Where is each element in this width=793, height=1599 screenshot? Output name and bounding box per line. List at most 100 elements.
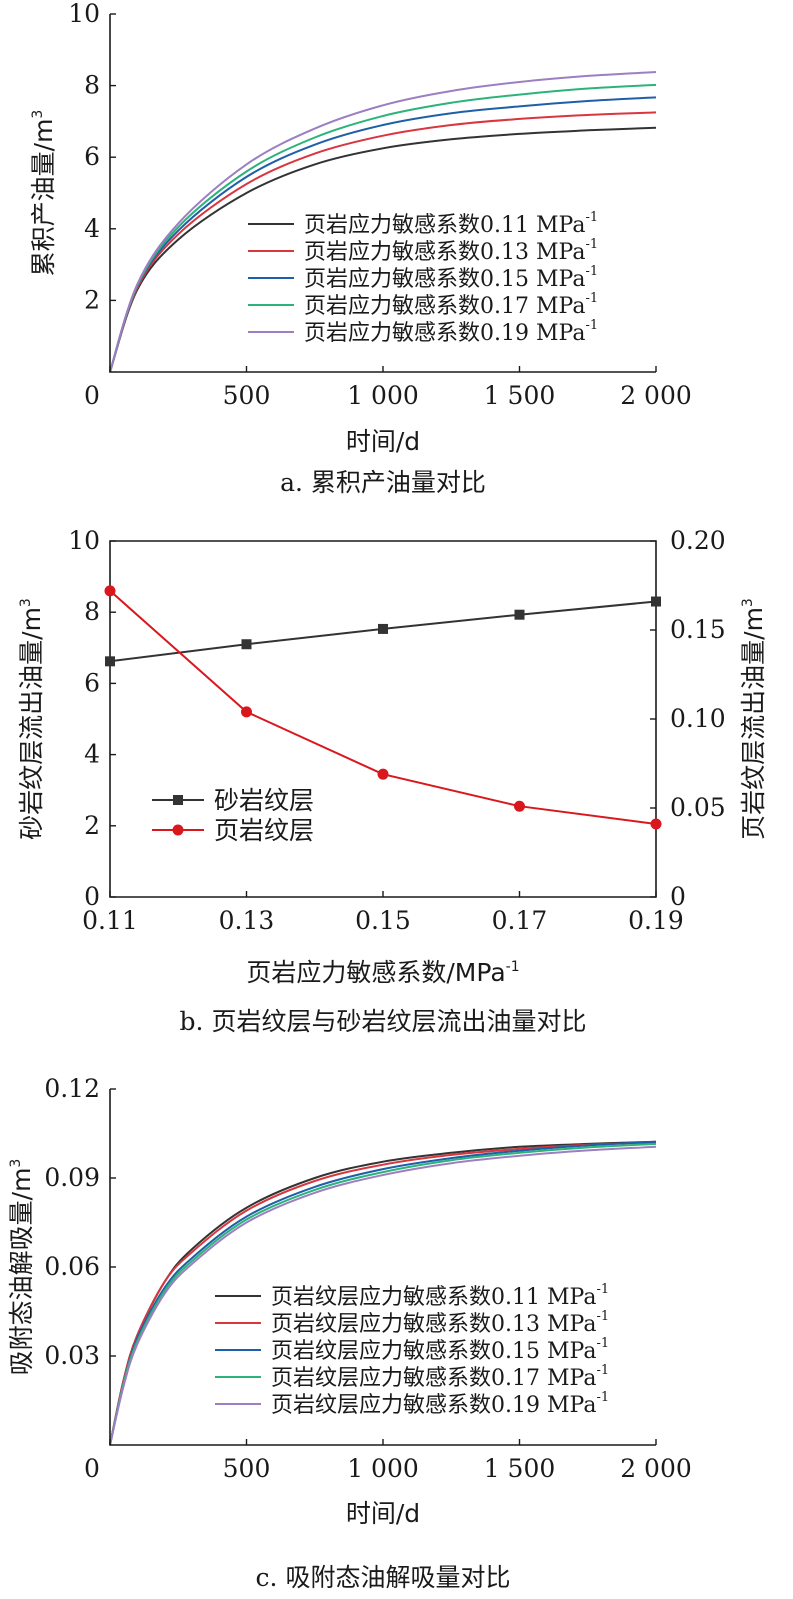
y2-tick-label: 0 [670,882,686,911]
series-line-3 [109,96,657,373]
chart-a-y-ticks: 2 4 6 8 10 [68,0,116,314]
x-tick-label: 0.15 [355,906,411,935]
data-point-square [105,656,115,667]
chart-c-curves [109,1140,657,1446]
legend-marker-circle [172,824,184,836]
chart-b-y-label-sup: 3 [18,598,34,607]
data-point-square [514,609,525,620]
series-line-5 [109,71,657,373]
x-tick-label: 1 500 [484,381,556,410]
chart-b-y2-label: 页岩纹层流出油量/m3 [739,598,768,840]
data-point-circle [104,585,116,597]
chart-c-y-label-text: 吸附态油解吸量/m [7,1168,36,1376]
y-tick-label: 8 [84,71,100,100]
y-tick-label: 0 [84,882,100,911]
data-point-square [241,639,252,650]
series-line-4 [109,83,657,373]
y-tick-label: 10 [68,0,100,28]
chart-b-y2-label-text: 页岩纹层流出油量/m [739,607,768,840]
chart-a-y-label-sup: 3 [30,110,46,119]
chart-a-x-ticks: 0 500 1 000 1 500 2 000 [84,366,692,410]
y2-tick-label: 0.20 [670,526,726,555]
chart-c-x-label: 时间/d [346,1499,420,1528]
legend-label-4: 页岩应力敏感系数0.17 MPa-1 [304,291,598,319]
y2-tick-label: 0.05 [670,793,726,822]
chart-c-y-label: 吸附态油解吸量/m3 [7,1159,36,1376]
chart-c-y-ticks: 0.03 0.06 0.09 0.12 [44,1074,116,1370]
legend-label-3: 页岩纹层应力敏感系数0.15 MPa-1 [271,1336,609,1364]
legend-marker-square [173,795,183,805]
chart-a-y-label: 累积产油量/m3 [29,110,58,277]
legend-label-sup: -1 [596,1336,609,1351]
legend-label-text: 页岩纹层应力敏感系数0.15 MPa [271,1339,596,1364]
chart-b-y-ticks: 0 2 4 6 8 10 [68,526,116,911]
series-line-1 [109,126,657,373]
y-tick-label: 0.12 [44,1074,100,1103]
data-point-square [378,623,388,634]
y-tick-label: 10 [68,526,100,555]
x-tick-label: 0.19 [628,906,684,935]
y-tick-label: 0.06 [44,1252,100,1281]
legend-label-text: 页岩应力敏感系数0.11 MPa [304,213,585,238]
legend-label-sup: -1 [585,210,598,225]
legend-label-text: 页岩纹层应力敏感系数0.17 MPa [271,1366,596,1391]
chart-c: 0 500 1 000 1 500 2 000 0.03 0.06 0.09 0.12 时间/… [7,1074,692,1592]
chart-b-x-ticks: 0.11 0.13 0.15 0.17 0.19 [82,891,684,935]
x-tick-label: 1 000 [347,381,419,410]
legend-label-sup: -1 [585,318,598,333]
legend-label-text: 页岩应力敏感系数0.13 MPa [304,240,585,265]
legend-label-2: 页岩应力敏感系数0.13 MPa-1 [304,237,598,265]
x-tick-label: 0.11 [82,906,138,935]
chart-c-caption: c. 吸附态油解吸量对比 [256,1563,511,1592]
x-tick-label: 500 [223,381,271,410]
chart-a-caption: a. 累积产油量对比 [280,468,486,497]
series-line-2 [109,1141,657,1446]
chart-b-lines [104,585,662,830]
x-tick-label: 500 [223,1454,271,1483]
series-line-3 [109,1140,657,1446]
legend-label-1: 砂岩纹层 [214,786,314,815]
chart-b-x-label-text: 页岩应力敏感系数/MPa [246,958,505,987]
y2-tick-label: 0.15 [670,615,726,644]
legend-label-3: 页岩应力敏感系数0.15 MPa-1 [304,264,598,292]
y-tick-label: 6 [84,668,100,697]
chart-c-x-ticks: 0 500 1 000 1 500 2 000 [84,1439,692,1483]
y-tick-label: 2 [84,811,100,840]
series-line-2 [109,111,657,373]
legend-label-2: 页岩纹层 [214,816,314,845]
y-tick-label: 4 [84,740,100,769]
data-point-circle [650,818,662,830]
legend-label-4: 页岩纹层应力敏感系数0.17 MPa-1 [271,1363,609,1391]
x-tick-label: 0 [84,1454,100,1483]
legend-label-5: 页岩应力敏感系数0.19 MPa-1 [304,318,598,346]
legend-label-text: 页岩纹层应力敏感系数0.13 MPa [271,1312,596,1337]
legend-label-sup: -1 [585,237,598,252]
legend-label-1: 页岩纹层应力敏感系数0.11 MPa-1 [271,1282,609,1310]
legend-label-sup: -1 [585,291,598,306]
legend-label-text: 页岩应力敏感系数0.19 MPa [304,321,585,346]
chart-b-frame [109,540,657,898]
y-tick-label: 8 [84,597,100,626]
x-tick-label: 0.13 [219,906,275,935]
legend-label-text: 页岩纹层应力敏感系数0.11 MPa [271,1285,596,1310]
legend-label-sup: -1 [596,1363,609,1378]
chart-b-y-label-text: 砂岩纹层流出油量/m [17,607,46,840]
legend-label-sup: -1 [596,1309,609,1324]
y-tick-label: 6 [84,142,100,171]
data-point-circle [514,800,525,812]
chart-a-y-label-text: 累积产油量/m [29,119,58,277]
chart-b-y2-label-sup: 3 [740,598,756,607]
y-tick-label: 0.09 [44,1163,100,1192]
chart-b-y-label: 砂岩纹层流出油量/m3 [17,598,46,840]
legend-label-sup: -1 [596,1390,609,1405]
x-tick-label: 0 [84,381,100,410]
chart-a-x-label: 时间/d [346,427,420,456]
chart-b-y2-ticks: 0 0.05 0.10 0.15 0.20 [650,526,726,911]
data-point-circle [241,706,252,718]
chart-b-x-label: 页岩应力敏感系数/MPa-1 [246,958,519,987]
chart-b: 0.11 0.13 0.15 0.17 0.19 0 2 4 6 8 10 0 0.05 0.10 0.… [17,526,768,1036]
y-tick-label: 4 [84,214,100,243]
